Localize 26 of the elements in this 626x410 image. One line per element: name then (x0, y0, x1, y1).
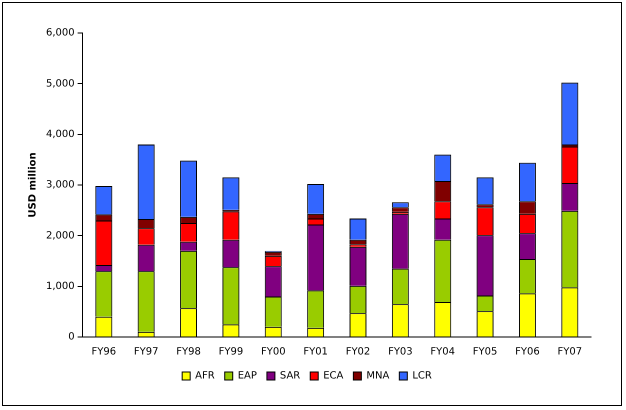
x-tick-label: FY01 (303, 346, 328, 358)
x-tick-label: FY02 (346, 346, 370, 358)
x-tick-label: FY07 (558, 346, 582, 358)
x-tick-label: FY98 (176, 346, 201, 358)
legend-label: SAR (280, 370, 300, 382)
y-tick-label: 3,000 (46, 180, 75, 191)
legend-label: ECA (323, 370, 344, 382)
x-tick-label: FY97 (134, 346, 158, 358)
x-tick-label: FY05 (472, 346, 498, 358)
legend-label: LCR (412, 370, 432, 382)
y-axis-title: USD million (28, 152, 39, 218)
y-tick-label: 1,000 (46, 280, 75, 292)
x-tick-label: FY00 (260, 346, 286, 358)
y-tick-label: 4,000 (46, 128, 75, 140)
x-tick-label: FY99 (218, 346, 244, 358)
legend-label: EAP (238, 370, 257, 382)
y-tick-label: 6,000 (46, 28, 75, 39)
y-tick-label: 2,000 (46, 230, 75, 242)
y-tick-label: 5,000 (46, 78, 75, 90)
x-tick-label: FY06 (515, 346, 540, 358)
x-tick-label: FY04 (430, 346, 456, 358)
y-tick-label: 0 (68, 332, 75, 343)
x-tick-label: FY96 (92, 346, 116, 358)
legend-label: MNA (366, 370, 390, 382)
x-tick-label: FY03 (388, 346, 413, 358)
legend-label: AFR (195, 370, 215, 382)
